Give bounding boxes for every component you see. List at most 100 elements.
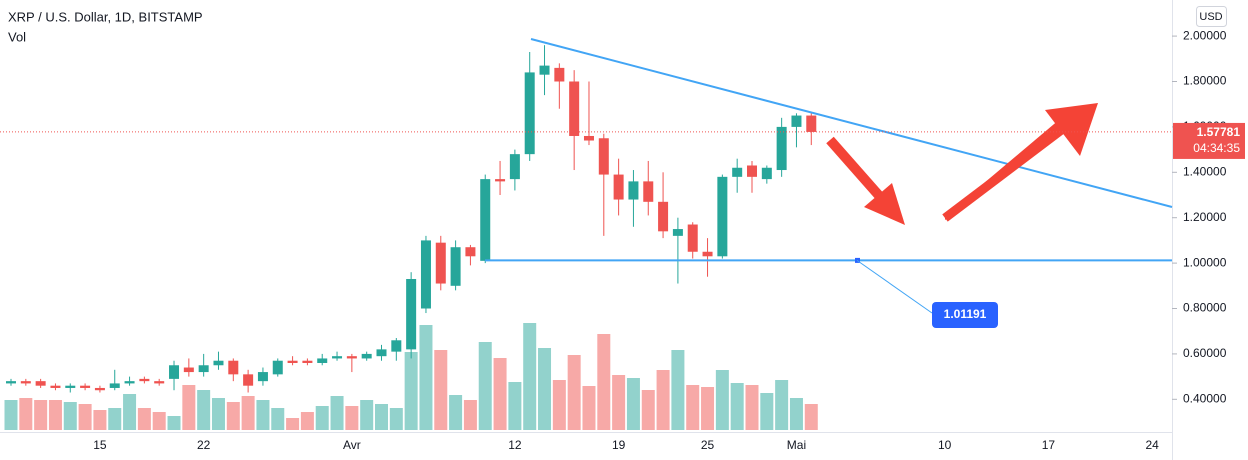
volume-bar <box>167 416 181 430</box>
volume-bar <box>375 404 388 430</box>
candle-body <box>450 247 461 286</box>
volume-pane <box>4 323 818 430</box>
y-tick-label: 1.00000 <box>1183 255 1227 269</box>
volume-bar <box>715 370 729 430</box>
candle-body <box>569 81 580 136</box>
candle-body <box>124 381 135 384</box>
volume-bar <box>271 408 285 430</box>
volume-bar <box>449 395 463 430</box>
volume-bar <box>552 380 566 430</box>
candle-body <box>672 229 683 236</box>
candle-body <box>776 126 787 171</box>
volume-bar <box>241 396 255 430</box>
volume-bar <box>419 325 433 430</box>
candle-body <box>524 72 535 155</box>
candle-body <box>317 358 328 363</box>
candle-body <box>109 383 120 388</box>
volume-bar <box>523 323 537 430</box>
volume-bar <box>434 350 448 430</box>
candle-body <box>346 356 357 359</box>
volume-bar <box>345 406 359 430</box>
volume-bar <box>404 352 418 430</box>
candle-body <box>480 179 491 261</box>
volume-bar <box>93 410 107 430</box>
volume-bar <box>641 390 655 430</box>
volume-bar <box>330 396 344 430</box>
x-tick-label: 19 <box>612 438 626 452</box>
candle-body <box>302 360 313 363</box>
candle-body <box>806 115 817 132</box>
y-tick-label: 2.00000 <box>1183 28 1227 42</box>
callout-connector <box>856 259 933 314</box>
candle-body <box>465 247 476 257</box>
volume-bar <box>182 385 196 430</box>
currency-button[interactable] <box>1196 6 1227 27</box>
candle-body <box>406 278 417 350</box>
candle-body <box>539 65 550 75</box>
candle-body <box>35 381 46 386</box>
candle-body <box>658 201 669 232</box>
volume-bar <box>789 398 803 430</box>
last-price-box <box>1173 122 1245 159</box>
volume-bar <box>730 383 744 430</box>
volume-bar <box>152 412 166 430</box>
chart-title: XRP / U.S. Dollar, 1D, BITSTAMP <box>8 9 203 24</box>
candle-body <box>791 115 802 127</box>
callout-label: 1.01191 <box>944 307 987 321</box>
candle-body <box>257 372 268 382</box>
volume-bar <box>656 370 670 430</box>
candle-body <box>583 135 594 141</box>
volume-bar <box>360 400 374 430</box>
candle-body <box>20 381 31 384</box>
volume-bar <box>34 400 48 430</box>
volume-bar <box>701 387 715 430</box>
candle-body <box>495 179 506 182</box>
arrow-up <box>942 103 1098 222</box>
volume-bar <box>211 398 225 430</box>
countdown-label: 04:34:35 <box>1193 141 1240 155</box>
volume-bar <box>493 358 507 430</box>
volume-bar <box>567 355 581 430</box>
volume-bar <box>760 393 774 430</box>
price-pane <box>6 45 817 393</box>
candle-body <box>228 360 239 375</box>
currency-label[interactable]: USD <box>1199 11 1222 23</box>
candle-body <box>94 387 105 391</box>
volume-bar <box>478 342 492 430</box>
volume-bar <box>626 378 640 430</box>
candle-body <box>613 174 624 200</box>
trend-line <box>530 38 1173 208</box>
candle-body <box>376 349 387 357</box>
y-tick-label: 0.40000 <box>1183 391 1227 405</box>
candle-body <box>747 165 757 177</box>
x-tick-label: Avr <box>343 438 361 452</box>
volume-label: Vol <box>8 29 26 44</box>
candle-body <box>391 340 402 352</box>
volume-bar <box>300 412 314 430</box>
volume-bar <box>197 390 211 430</box>
candle-body <box>435 242 446 284</box>
volume-bar <box>804 404 818 430</box>
candle-body <box>628 181 639 200</box>
y-tick-label: 0.80000 <box>1183 301 1227 315</box>
x-tick-label: 17 <box>1042 438 1056 452</box>
candle-body <box>687 224 698 252</box>
volume-bar <box>286 418 300 430</box>
volume-bar <box>108 408 122 430</box>
arrow-head <box>864 183 905 225</box>
candle-body <box>139 378 150 382</box>
candle-body <box>598 138 609 175</box>
x-tick-label: 15 <box>93 438 107 452</box>
candle-body <box>420 240 431 309</box>
volume-bar <box>597 334 611 430</box>
candle-body <box>243 374 254 386</box>
volume-bar <box>48 400 62 430</box>
x-tick-label: 12 <box>508 438 522 452</box>
candle-body <box>332 356 343 359</box>
volume-bar <box>256 400 270 430</box>
candle-body <box>732 167 743 177</box>
candle-body <box>643 181 654 202</box>
candle-body <box>702 251 713 257</box>
volume-bar <box>19 398 33 430</box>
